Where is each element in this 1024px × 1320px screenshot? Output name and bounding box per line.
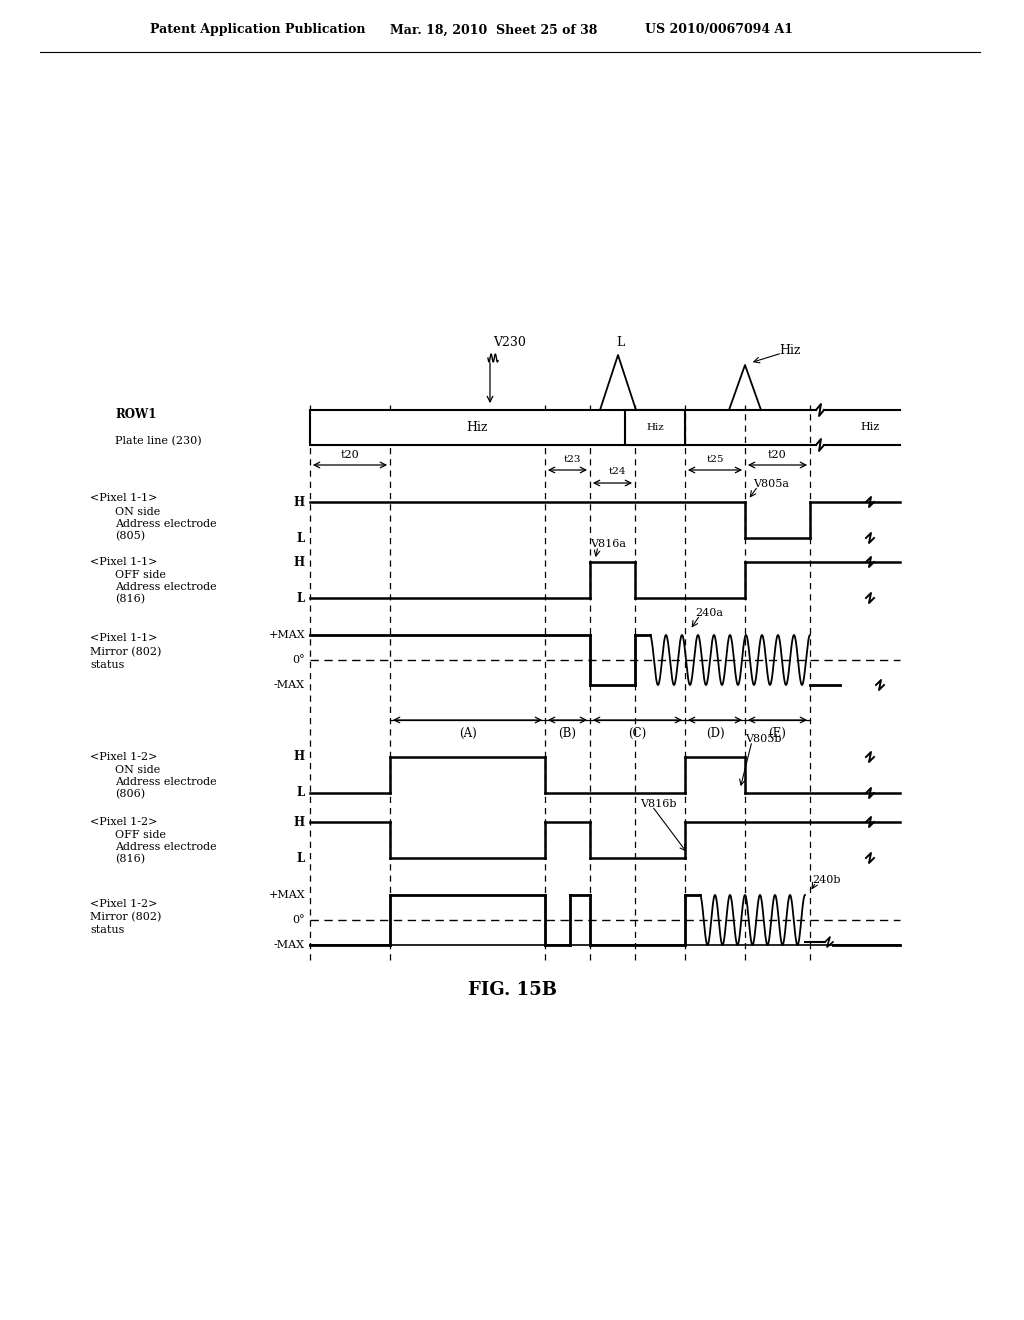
Text: Hiz: Hiz (467, 421, 488, 434)
Text: Hiz: Hiz (860, 422, 880, 433)
Text: <Pixel 1-2>: <Pixel 1-2> (90, 752, 158, 762)
Text: V816a: V816a (590, 539, 626, 549)
Text: Patent Application Publication: Patent Application Publication (150, 24, 366, 37)
Text: t20: t20 (768, 450, 786, 459)
Text: FIG. 15B: FIG. 15B (468, 981, 556, 999)
Text: 0°: 0° (293, 915, 305, 925)
Text: Mar. 18, 2010  Sheet 25 of 38: Mar. 18, 2010 Sheet 25 of 38 (390, 24, 597, 37)
Text: H: H (294, 495, 305, 508)
Text: <Pixel 1-2>: <Pixel 1-2> (90, 817, 158, 828)
Text: L: L (297, 851, 305, 865)
Text: <Pixel 1-1>: <Pixel 1-1> (90, 557, 158, 568)
Text: status: status (90, 660, 124, 671)
Text: <Pixel 1-1>: <Pixel 1-1> (90, 492, 158, 503)
Text: t23: t23 (564, 454, 582, 463)
Text: Mirror (802): Mirror (802) (90, 647, 162, 657)
Text: V805a: V805a (753, 479, 790, 488)
Text: US 2010/0067094 A1: US 2010/0067094 A1 (645, 24, 793, 37)
Text: -MAX: -MAX (274, 680, 305, 690)
Text: 240b: 240b (812, 875, 841, 884)
Text: Plate line (230): Plate line (230) (115, 436, 202, 446)
Text: <Pixel 1-1>: <Pixel 1-1> (90, 634, 158, 643)
Text: (E): (E) (769, 726, 786, 739)
Text: <Pixel 1-2>: <Pixel 1-2> (90, 899, 158, 909)
Text: H: H (294, 556, 305, 569)
Text: L: L (297, 591, 305, 605)
Text: H: H (294, 816, 305, 829)
Text: Hiz: Hiz (779, 345, 801, 358)
Text: H: H (294, 751, 305, 763)
Text: Hiz: Hiz (646, 422, 664, 432)
Text: +MAX: +MAX (268, 630, 305, 640)
Text: 0°: 0° (293, 655, 305, 665)
Text: t20: t20 (341, 450, 359, 459)
Text: Address electrode: Address electrode (115, 842, 217, 851)
Text: (816): (816) (115, 854, 145, 865)
Text: (D): (D) (706, 726, 724, 739)
Text: L: L (615, 337, 624, 350)
Text: ON side: ON side (115, 766, 160, 775)
Text: -MAX: -MAX (274, 940, 305, 950)
Text: ON side: ON side (115, 507, 160, 517)
Text: Address electrode: Address electrode (115, 777, 217, 787)
Text: L: L (297, 532, 305, 544)
Bar (310, 411, 685, 445)
Text: V230: V230 (494, 335, 526, 348)
Text: +MAX: +MAX (268, 890, 305, 900)
Text: Mirror (802): Mirror (802) (90, 912, 162, 923)
Text: V805b: V805b (745, 734, 781, 744)
Text: OFF side: OFF side (115, 830, 166, 840)
Text: (805): (805) (115, 531, 145, 541)
Text: OFF side: OFF side (115, 570, 166, 579)
Text: ROW1: ROW1 (115, 408, 157, 421)
Bar (625, 411, 685, 445)
Text: Address electrode: Address electrode (115, 582, 217, 591)
Text: t25: t25 (707, 454, 724, 463)
Text: L: L (297, 787, 305, 800)
Text: (C): (C) (629, 726, 646, 739)
Text: status: status (90, 925, 124, 935)
Text: V816b: V816b (640, 799, 677, 809)
Text: (A): (A) (459, 726, 476, 739)
Text: Address electrode: Address electrode (115, 519, 217, 529)
Text: (806): (806) (115, 789, 145, 799)
Text: (B): (B) (558, 726, 577, 739)
Text: t24: t24 (608, 467, 627, 477)
Text: 240a: 240a (695, 609, 723, 618)
Text: (816): (816) (115, 594, 145, 605)
